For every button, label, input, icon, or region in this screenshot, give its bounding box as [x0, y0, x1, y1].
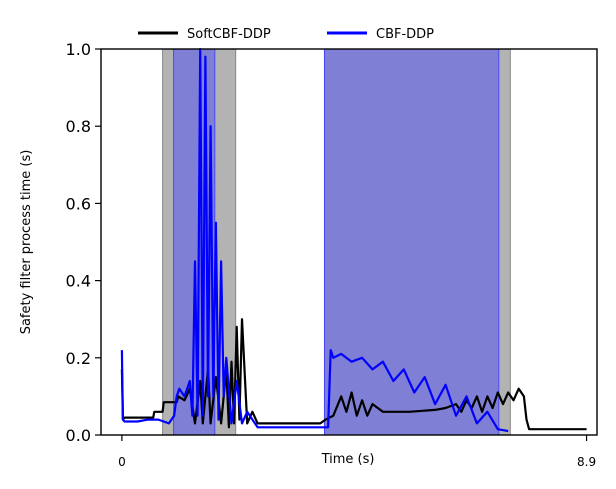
series-lines [120, 47, 587, 433]
y-tick-label: 0.4 [66, 272, 91, 291]
shaded-region-4 [323, 48, 500, 436]
x-axis: 0 8.9 [118, 435, 596, 469]
y-tick-label: 0.8 [66, 117, 91, 136]
legend: SoftCBF-DDP CBF-DDP [138, 27, 434, 42]
legend-label-1: SoftCBF-DDP [187, 27, 271, 42]
axes-frame [100, 48, 598, 436]
x-axis-label: Time (s) [321, 452, 375, 467]
y-tick-label: 0.2 [66, 349, 91, 368]
x-tick-label: 8.9 [577, 455, 596, 469]
legend-label-2: CBF-DDP [376, 27, 434, 42]
x-tick-label: 0 [118, 455, 126, 469]
plot-area [100, 47, 598, 436]
y-tick-label: 1.0 [66, 40, 91, 59]
y-tick-label: 0.0 [66, 426, 91, 445]
y-tick-label: 0.6 [66, 194, 91, 213]
y-axis-label: Safety filter process time (s) [19, 150, 34, 335]
series-line-2 [120, 47, 509, 433]
y-axis: 0.0 0.2 0.4 0.6 0.8 1.0 [66, 40, 101, 445]
shaded-region-2 [323, 48, 511, 436]
